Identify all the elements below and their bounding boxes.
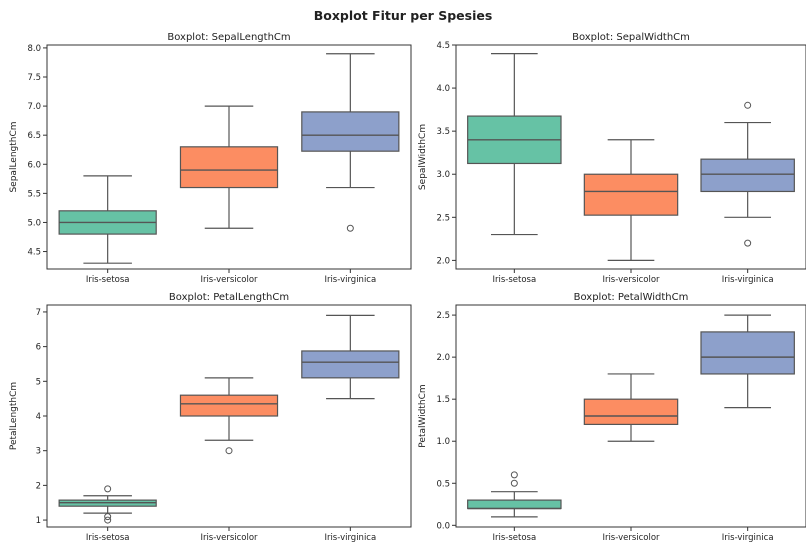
y-tick-label: 5 bbox=[36, 377, 41, 387]
outlier-point bbox=[346, 224, 354, 232]
box-iris-versicolor bbox=[583, 139, 679, 261]
outlier-point bbox=[104, 485, 112, 493]
x-tick-label: Iris-setosa bbox=[492, 275, 536, 285]
box-iris-versicolor bbox=[583, 373, 679, 442]
outlier-point bbox=[744, 101, 752, 109]
y-tick-label: 4.5 bbox=[27, 248, 41, 258]
y-axis-label: SepalLengthCm bbox=[9, 121, 19, 192]
iqr-box bbox=[467, 499, 562, 510]
box-iris-virginica bbox=[301, 53, 400, 232]
x-tick-label: Iris-setosa bbox=[86, 533, 130, 542]
y-axis-label: SepalWidthCm bbox=[418, 124, 428, 190]
y-tick-label: 8.0 bbox=[27, 44, 41, 54]
outlier-point bbox=[510, 471, 518, 479]
outlier-point bbox=[510, 479, 518, 487]
iqr-box bbox=[301, 350, 400, 379]
y-tick-label: 5.0 bbox=[27, 218, 41, 228]
iqr-box bbox=[583, 398, 679, 426]
outlier-point bbox=[104, 513, 112, 521]
y-tick-label: 4.5 bbox=[436, 41, 450, 51]
x-tick-label: Iris-versicolor bbox=[200, 275, 258, 285]
y-tick-label: 1.0 bbox=[436, 437, 450, 447]
iqr-box bbox=[583, 173, 679, 216]
y-axis-label: PetalLengthCm bbox=[9, 382, 19, 450]
box-iris-versicolor bbox=[179, 377, 279, 455]
y-tick-label: 2 bbox=[36, 481, 41, 491]
x-tick-label: Iris-virginica bbox=[722, 275, 774, 285]
y-tick-label: 6.0 bbox=[27, 160, 41, 170]
x-tick-label: Iris-virginica bbox=[324, 533, 376, 542]
y-tick-label: 5.5 bbox=[27, 189, 41, 199]
box-iris-setosa bbox=[467, 53, 562, 236]
x-tick-label: Iris-virginica bbox=[324, 275, 376, 285]
y-tick-label: 6.5 bbox=[27, 131, 41, 141]
y-tick-label: 1 bbox=[36, 516, 41, 526]
y-tick-label: 2.5 bbox=[436, 213, 450, 223]
y-tick-label: 6 bbox=[36, 343, 41, 353]
outlier-point bbox=[104, 516, 112, 524]
y-tick-label: 0.0 bbox=[436, 521, 450, 531]
x-tick-label: Iris-versicolor bbox=[602, 275, 660, 285]
box-iris-virginica bbox=[700, 101, 795, 247]
subplot-1: Boxplot: SepalLengthCm SepalLengthCm 4.5 5.… bbox=[9, 32, 412, 285]
subplot-3: Boxplot: PetalLengthCm PetalLengthCm 1 2 3 4 5… bbox=[9, 292, 412, 542]
x-tick-label: Iris-versicolor bbox=[200, 533, 258, 542]
subplot-2: Boxplot: SepalWidthCm SepalWidthCm 2.0 2.5 3… bbox=[418, 32, 806, 285]
iqr-box bbox=[700, 158, 795, 193]
box-iris-versicolor bbox=[179, 105, 279, 229]
y-tick-label: 3 bbox=[36, 447, 41, 457]
y-tick-label: 4.0 bbox=[436, 84, 450, 94]
y-tick-label: 3.0 bbox=[436, 170, 450, 180]
box-iris-setosa bbox=[58, 175, 157, 264]
outlier-point bbox=[225, 447, 233, 455]
y-tick-label: 2.0 bbox=[436, 353, 450, 363]
x-tick-label: Iris-versicolor bbox=[602, 533, 660, 542]
box-iris-virginica bbox=[700, 314, 795, 409]
subplot-title: Boxplot: SepalLengthCm bbox=[167, 32, 290, 43]
iqr-box bbox=[301, 111, 400, 152]
x-tick-label: Iris-setosa bbox=[86, 275, 130, 285]
y-tick-label: 2.5 bbox=[436, 311, 450, 321]
box-iris-virginica bbox=[301, 314, 400, 400]
y-tick-label: 4 bbox=[36, 412, 41, 422]
x-tick-label: Iris-virginica bbox=[722, 533, 774, 542]
y-axis-label: PetalWidthCm bbox=[418, 384, 428, 447]
subplot-title: Boxplot: PetalLengthCm bbox=[169, 292, 289, 303]
y-tick-label: 7.5 bbox=[27, 73, 41, 83]
y-tick-label: 1.5 bbox=[436, 395, 450, 405]
y-tick-label: 2.0 bbox=[436, 256, 450, 266]
box-iris-setosa bbox=[58, 485, 157, 524]
subplot-title: Boxplot: SepalWidthCm bbox=[572, 32, 690, 43]
outlier-point bbox=[744, 239, 752, 247]
iqr-box bbox=[179, 146, 279, 189]
subplot-4: Boxplot: PetalWidthCm PetalWidthCm 0.0 0.5 1… bbox=[418, 292, 806, 542]
iqr-box bbox=[700, 331, 795, 375]
y-tick-label: 7.0 bbox=[27, 102, 41, 112]
y-tick-label: 3.5 bbox=[436, 127, 450, 137]
x-tick-label: Iris-setosa bbox=[492, 533, 536, 542]
box-iris-setosa bbox=[467, 471, 562, 518]
subplot-title: Boxplot: PetalWidthCm bbox=[574, 292, 689, 303]
iqr-box bbox=[179, 394, 279, 417]
y-tick-label: 0.5 bbox=[436, 479, 450, 489]
figure-title: Boxplot Fitur per Spesies bbox=[313, 8, 493, 23]
y-tick-label: 7 bbox=[36, 308, 41, 318]
